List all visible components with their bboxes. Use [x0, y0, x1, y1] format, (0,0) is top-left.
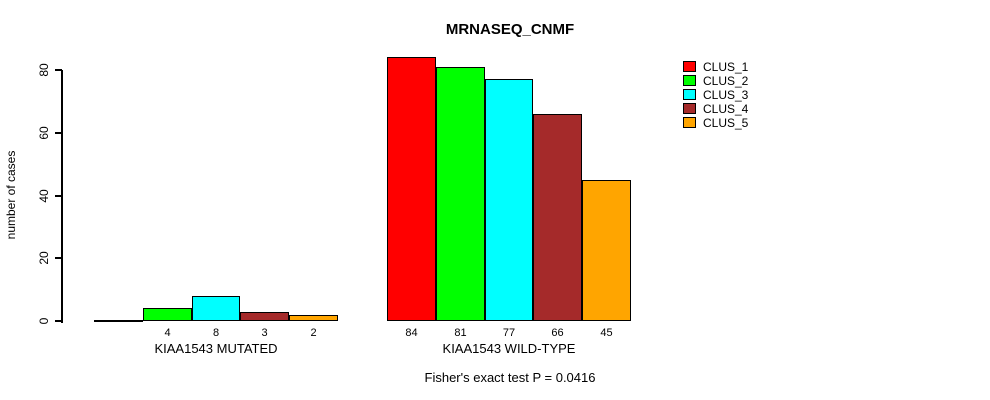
legend-label: CLUS_4: [703, 102, 749, 116]
legend-swatch-clus_1: [683, 61, 696, 72]
bar-clus_3: [192, 296, 240, 321]
bar-value-label: 45: [600, 327, 613, 339]
bar-value-label: 77: [502, 327, 516, 339]
y-axis-label: number of cases: [4, 150, 18, 240]
y-tick-mark: [55, 69, 62, 71]
y-tick-mark: [55, 257, 62, 260]
y-tick-label: 80: [37, 63, 51, 77]
legend-swatch-clus_5: [683, 117, 696, 128]
annotation-fisher-test: Fisher's exact test P = 0.0416: [424, 370, 596, 385]
bar-value-label: 2: [310, 327, 317, 339]
bar-clus_5: [289, 315, 338, 321]
y-tick-mark: [55, 320, 62, 322]
y-tick-label: 0: [37, 317, 51, 325]
y-tick-label: 40: [37, 188, 51, 203]
y-tick-label: 60: [37, 126, 51, 140]
chart-title: MRNASEQ_CNMF: [445, 21, 575, 38]
legend-label: CLUS_3: [703, 88, 749, 102]
y-tick-label: 20: [37, 251, 51, 265]
legend-label: CLUS_2: [703, 74, 749, 88]
bar-clus_2: [143, 308, 192, 321]
bar-zero-clus_1: [94, 320, 143, 322]
group-label: KIAA1543 MUTATED: [154, 341, 278, 356]
bar-clus_5: [582, 180, 631, 321]
bar-value-label: 3: [261, 327, 268, 339]
y-tick-mark: [55, 131, 62, 134]
legend-swatch-clus_3: [683, 89, 696, 100]
group-label: KIAA1543 WILD-TYPE: [442, 341, 576, 356]
bar-value-label: 66: [551, 327, 564, 339]
legend-label: CLUS_1: [703, 60, 749, 74]
legend-swatch-clus_2: [683, 75, 696, 86]
bar-value-label: 4: [164, 327, 171, 339]
bar-value-label: 81: [454, 327, 467, 339]
bar-clus_3: [485, 79, 533, 321]
bar-clus_2: [436, 67, 485, 321]
bar-clus_1: [387, 57, 436, 321]
bar-value-label: 8: [212, 327, 220, 339]
y-axis-line: [61, 70, 63, 323]
bar-clus_4: [533, 114, 582, 321]
legend-swatch-clus_4: [683, 103, 696, 114]
bar-value-label: 84: [405, 327, 418, 339]
legend-label: CLUS_5: [703, 116, 749, 130]
bar-clus_4: [240, 312, 289, 321]
y-tick-mark: [55, 194, 62, 197]
